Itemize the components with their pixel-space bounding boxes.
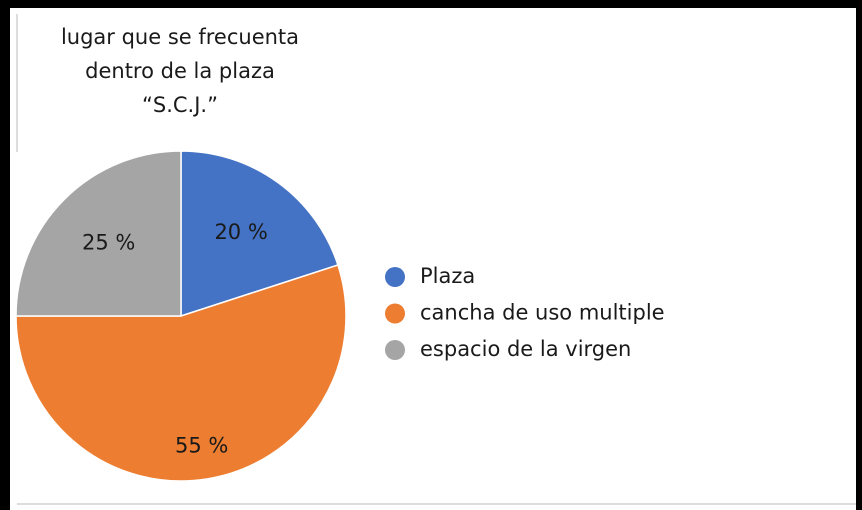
chart-title: lugar que se frecuenta xyxy=(61,25,299,49)
legend-marker xyxy=(385,303,405,324)
legend-label: cancha de uso multiple xyxy=(420,301,665,325)
pie-slice xyxy=(180,150,339,318)
data-label: 25 % xyxy=(82,231,135,255)
pie-slice xyxy=(15,264,347,482)
pie-slice xyxy=(15,150,182,317)
legend-marker xyxy=(385,267,405,287)
chart-title: dentro de la plaza xyxy=(85,59,275,83)
data-label: 20 % xyxy=(214,220,267,244)
legend-marker xyxy=(385,340,405,360)
data-label: 55 % xyxy=(175,433,228,457)
legend-label: espacio de la virgen xyxy=(420,337,631,361)
legend-label: Plaza xyxy=(420,264,475,288)
chart-title: “S.C.J.” xyxy=(142,93,218,117)
